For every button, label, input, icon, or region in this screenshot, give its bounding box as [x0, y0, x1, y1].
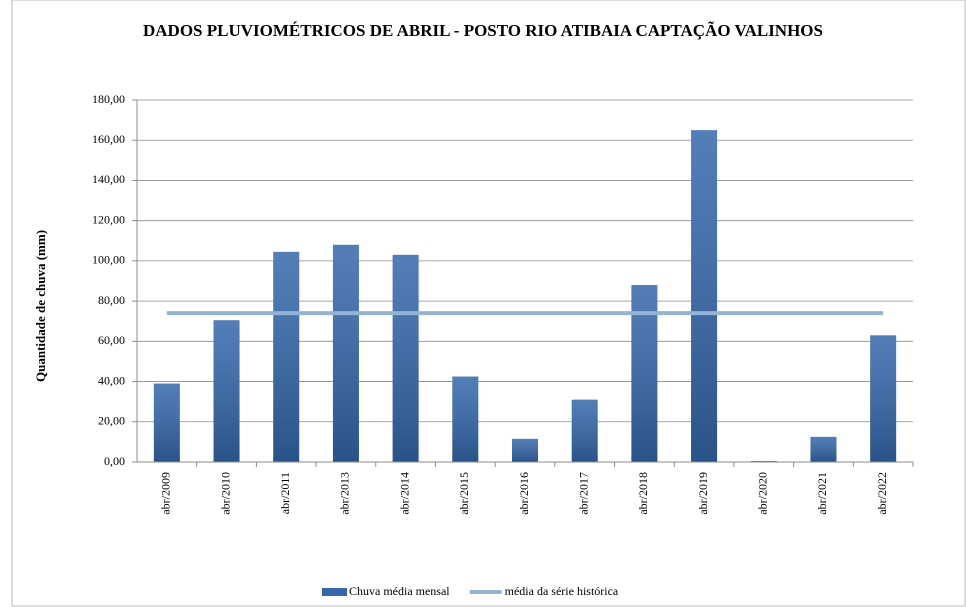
chart-frame: [11, 0, 966, 607]
legend-label: Chuva média mensal: [349, 584, 450, 598]
bar-shade: [810, 436, 837, 462]
bar-shade: [750, 460, 777, 462]
bar-shade: [213, 320, 240, 462]
x-tick-label: abr/2015: [457, 472, 471, 515]
x-tick-label: abr/2013: [338, 472, 352, 515]
x-tick-label: abr/2020: [756, 472, 770, 515]
x-tick-label: abr/2019: [696, 472, 710, 515]
x-tick-label: abr/2018: [636, 472, 650, 515]
y-tick-label: 180,00: [92, 92, 125, 106]
bar-shade: [870, 335, 897, 462]
x-tick-label: abr/2017: [576, 472, 590, 515]
bar-shade: [153, 383, 180, 462]
x-tick-label: abr/2014: [397, 472, 411, 515]
chart-title: DADOS PLUVIOMÉTRICOS DE ABRIL - POSTO RI…: [143, 21, 823, 40]
y-axis-label: Quantidade de chuva (mm): [33, 230, 48, 382]
y-tick-label: 80,00: [98, 293, 125, 307]
x-tick-label: abr/2021: [815, 472, 829, 515]
y-tick-label: 140,00: [92, 172, 125, 186]
y-tick-label: 40,00: [98, 373, 125, 387]
y-tick-label: 100,00: [92, 253, 125, 267]
x-tick-label: abr/2016: [517, 472, 531, 515]
bar-shade: [452, 376, 479, 462]
y-tick-label: 120,00: [92, 212, 125, 226]
x-tick-label: abr/2010: [218, 472, 232, 515]
y-tick-label: 0,00: [104, 454, 125, 468]
bar-shade: [332, 244, 359, 462]
bar-shade: [691, 130, 718, 462]
x-tick-label: abr/2011: [278, 472, 292, 514]
legend-swatch: [322, 588, 347, 596]
bar-shade: [512, 438, 538, 462]
x-tick-label: abr/2022: [875, 472, 889, 515]
bar-shade: [392, 254, 419, 462]
y-tick-label: 20,00: [98, 414, 125, 428]
x-tick-label: abr/2009: [159, 472, 173, 515]
bar-shade: [571, 399, 598, 462]
legend-label: média da série histórica: [505, 584, 619, 598]
y-tick-label: 60,00: [98, 333, 125, 347]
y-tick-label: 160,00: [92, 132, 125, 146]
bar-shade: [273, 251, 300, 462]
